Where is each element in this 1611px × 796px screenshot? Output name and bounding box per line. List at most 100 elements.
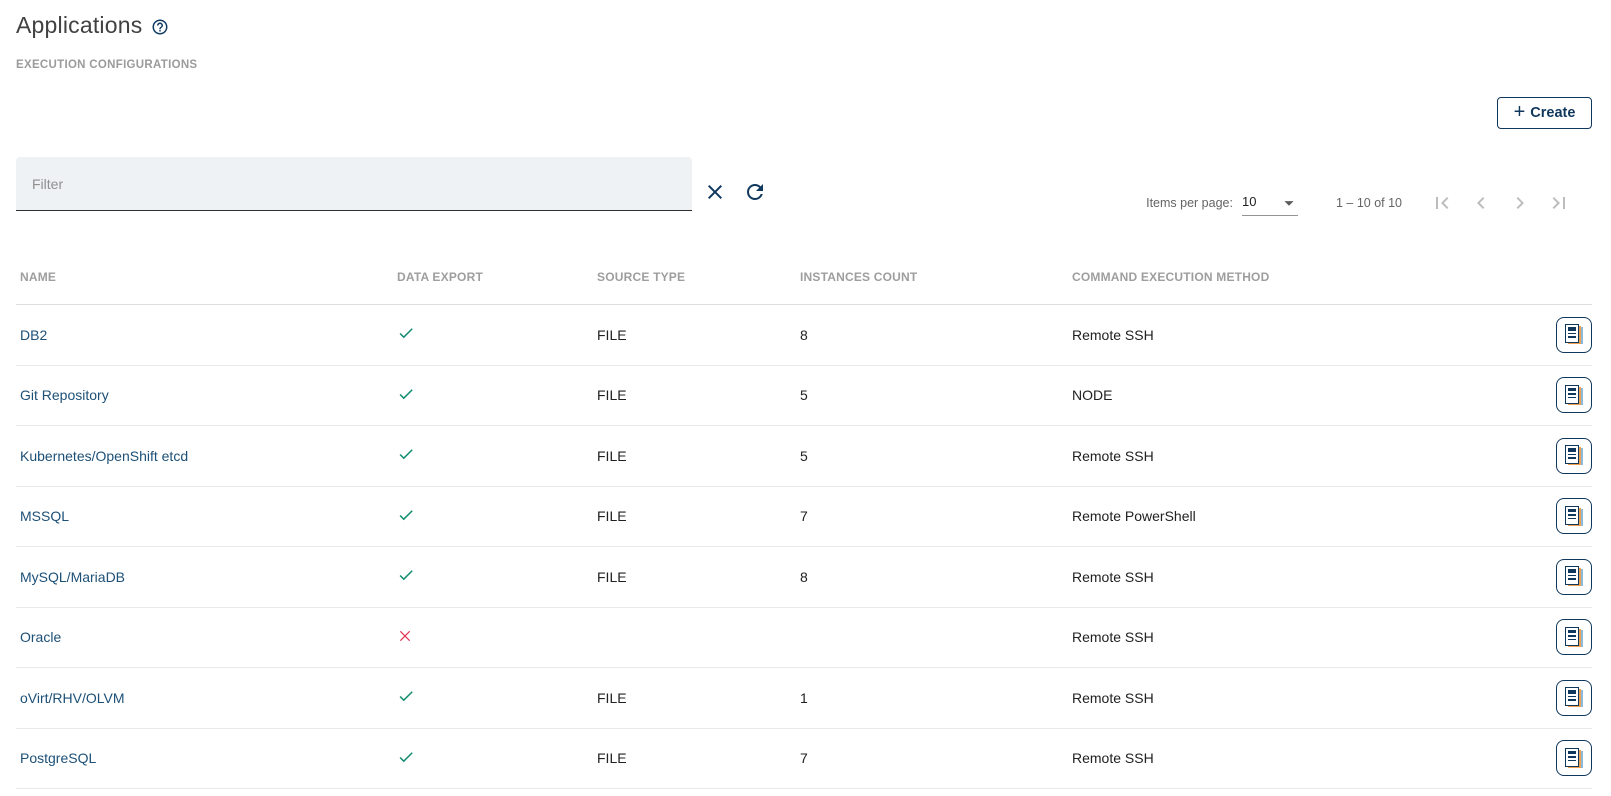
table-row: Kubernetes/OpenShift etcd FILE 5 Remote … xyxy=(16,426,1592,487)
data-export-cell xyxy=(397,566,597,587)
name-cell: MySQL/MariaDB xyxy=(16,569,397,585)
table-row: Git Repository FILE 5 NODE xyxy=(16,366,1592,426)
refresh-button[interactable] xyxy=(743,180,767,204)
table-body: DB2 FILE 8 Remote SSH Git Repository xyxy=(16,305,1592,789)
copy-icon xyxy=(1565,505,1583,527)
items-per-page-select[interactable]: 10 xyxy=(1241,191,1300,216)
command-execution-method-cell: Remote SSH xyxy=(1072,568,1154,585)
filter-field xyxy=(16,157,692,211)
x-icon xyxy=(399,630,411,641)
data-export-cell xyxy=(397,687,597,708)
instances-count-cell: 8 xyxy=(800,326,808,343)
copy-button[interactable] xyxy=(1556,558,1592,595)
check-icon xyxy=(399,751,413,762)
instances-count-cell: 8 xyxy=(800,568,808,585)
range-label: 1 – 10 of 10 xyxy=(1335,196,1402,210)
check-icon xyxy=(399,449,413,460)
source-type-cell: FILE xyxy=(597,326,627,343)
instances-count-cell: 7 xyxy=(800,750,808,767)
copy-icon xyxy=(1565,687,1583,708)
actions-cell xyxy=(1516,619,1592,656)
table-row: PostgreSQL FILE 7 Remote SSH xyxy=(16,729,1592,789)
section-subtitle: EXECUTION CONFIGURATIONS xyxy=(16,59,198,71)
command-execution-method-cell: Remote SSH xyxy=(1072,750,1154,767)
name-cell: PostgreSQL xyxy=(16,750,397,766)
copy-icon xyxy=(1565,566,1583,587)
command-execution-method-cell: Remote PowerShell xyxy=(1072,508,1196,525)
table-row: MySQL/MariaDB FILE 8 Remote SSH xyxy=(16,547,1592,608)
instances-count-cell: 1 xyxy=(800,689,808,706)
copy-button[interactable] xyxy=(1556,437,1592,474)
command-execution-method-cell: Remote SSH xyxy=(1072,689,1154,706)
help-icon[interactable] xyxy=(151,18,169,36)
name-cell: Kubernetes/OpenShift etcd xyxy=(16,448,397,464)
application-name-link[interactable]: MySQL/MariaDB xyxy=(20,568,126,585)
copy-button[interactable] xyxy=(1556,377,1592,414)
source-type-cell: FILE xyxy=(597,750,627,767)
table-header: NAME DATA EXPORT SOURCE TYPE INSTANCES C… xyxy=(16,250,1592,305)
last-page-button[interactable] xyxy=(1547,191,1571,215)
items-per-page-label: Items per page: xyxy=(1146,196,1233,210)
name-cell: Oracle xyxy=(16,629,397,645)
previous-page-button[interactable] xyxy=(1469,191,1493,215)
application-name-link[interactable]: Oracle xyxy=(20,629,62,646)
column-header-instances-count: INSTANCES COUNT xyxy=(800,270,918,284)
application-name-link[interactable]: Kubernetes/OpenShift etcd xyxy=(20,447,189,464)
check-icon xyxy=(399,570,413,581)
name-cell: DB2 xyxy=(16,327,397,343)
clear-filter-button[interactable] xyxy=(703,180,727,204)
next-page-button[interactable] xyxy=(1508,191,1532,215)
refresh-icon xyxy=(747,184,763,200)
column-header-name: NAME xyxy=(20,270,57,284)
actions-cell xyxy=(1516,437,1592,474)
copy-icon xyxy=(1565,445,1583,466)
data-export-cell xyxy=(397,628,597,647)
copy-icon xyxy=(1565,324,1583,345)
copy-button[interactable] xyxy=(1556,316,1592,353)
copy-button[interactable] xyxy=(1556,498,1592,535)
close-icon xyxy=(708,185,722,199)
source-type-cell: FILE xyxy=(597,447,627,464)
name-cell: oVirt/RHV/OLVM xyxy=(16,690,397,706)
command-execution-method-cell: Remote SSH xyxy=(1072,326,1154,343)
column-header-source-type: SOURCE TYPE xyxy=(597,270,686,284)
application-name-link[interactable]: PostgreSQL xyxy=(20,750,97,767)
filter-input[interactable] xyxy=(16,157,692,211)
page-title: Applications xyxy=(16,12,143,38)
applications-table: NAME DATA EXPORT SOURCE TYPE INSTANCES C… xyxy=(16,250,1592,789)
data-export-cell xyxy=(397,748,597,769)
instances-count-cell: 5 xyxy=(800,447,808,464)
source-type-cell: FILE xyxy=(597,689,627,706)
data-export-cell xyxy=(397,385,597,406)
check-icon xyxy=(399,388,413,399)
chevron-down-icon xyxy=(1278,192,1300,214)
actions-cell xyxy=(1516,498,1592,535)
application-name-link[interactable]: oVirt/RHV/OLVM xyxy=(20,689,125,706)
application-name-link[interactable]: Git Repository xyxy=(20,387,109,404)
table-row: Oracle Remote SSH xyxy=(16,608,1592,668)
application-name-link[interactable]: MSSQL xyxy=(20,508,70,525)
instances-count-cell: 7 xyxy=(800,508,808,525)
table-row: oVirt/RHV/OLVM FILE 1 Remote SSH xyxy=(16,668,1592,729)
name-cell: Git Repository xyxy=(16,387,397,403)
table-row: DB2 FILE 8 Remote SSH xyxy=(16,305,1592,366)
create-button[interactable]: + Create xyxy=(1497,97,1592,129)
application-name-link[interactable]: DB2 xyxy=(20,326,48,343)
last-page-icon xyxy=(1552,197,1565,209)
copy-button[interactable] xyxy=(1556,679,1592,716)
copy-button[interactable] xyxy=(1556,619,1592,656)
check-icon xyxy=(399,691,413,702)
copy-icon xyxy=(1565,747,1583,769)
source-type-cell: FILE xyxy=(597,568,627,585)
check-icon xyxy=(399,509,413,520)
actions-cell xyxy=(1516,377,1592,414)
first-page-button[interactable] xyxy=(1430,191,1454,215)
data-export-cell xyxy=(397,324,597,345)
table-row: MSSQL FILE 7 Remote PowerShell xyxy=(16,487,1592,547)
command-execution-method-cell: Remote SSH xyxy=(1072,447,1154,464)
actions-cell xyxy=(1516,740,1592,777)
command-execution-method-cell: Remote SSH xyxy=(1072,629,1154,646)
copy-button[interactable] xyxy=(1556,740,1592,777)
chevron-left-icon xyxy=(1477,197,1485,209)
